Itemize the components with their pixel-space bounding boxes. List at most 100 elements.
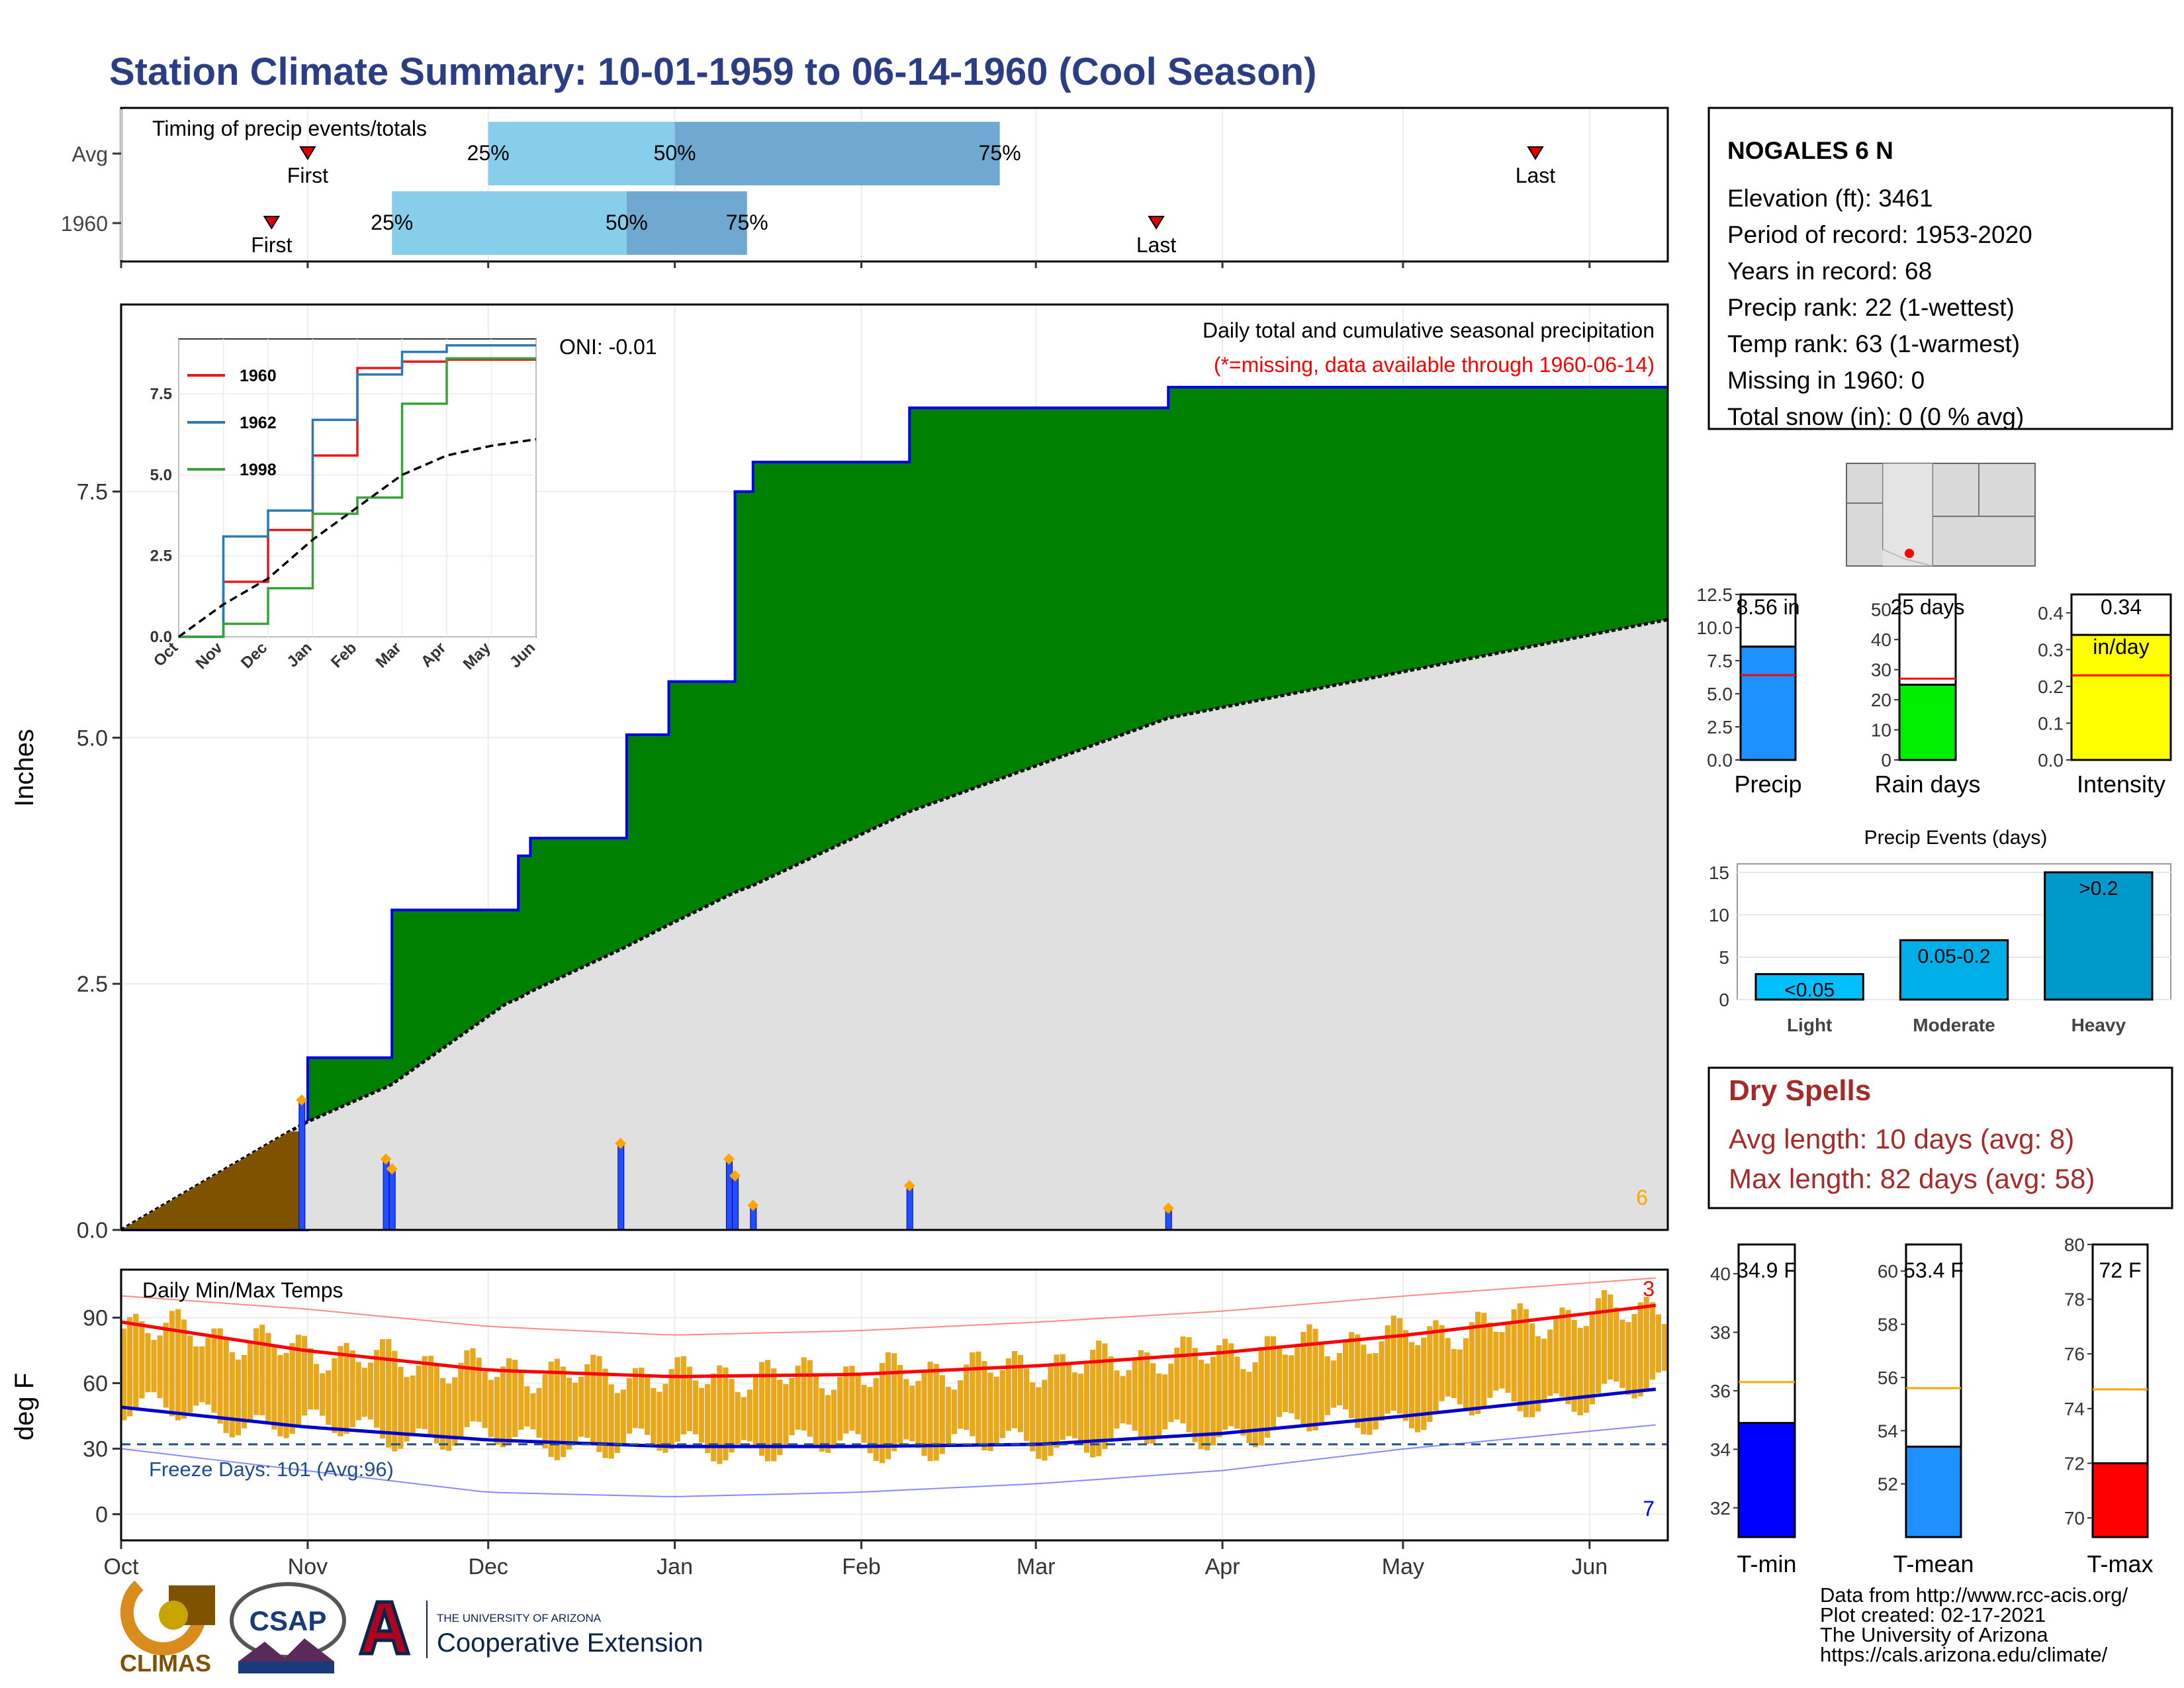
daily-temp-bar: [1096, 1340, 1102, 1456]
daily-temp-bar: [1030, 1382, 1036, 1452]
summary-y-tick: 7.5: [1707, 651, 1733, 671]
daily-temp-bar: [873, 1378, 879, 1462]
summary-y-tick: 20: [1871, 690, 1891, 710]
inset-legend-label: 1998: [240, 461, 277, 479]
daily-temp-bar: [1631, 1314, 1637, 1399]
timing-marker: [1148, 216, 1165, 230]
summary-value-label: 0.34: [2101, 595, 2142, 619]
daily-temp-bar: [211, 1329, 217, 1413]
daily-temp-bar: [205, 1337, 211, 1405]
temp-bar-y-tick: 36: [1710, 1381, 1731, 1401]
temp-panel-title: Daily Min/Max Temps: [142, 1278, 343, 1302]
timing-pct-label: 75%: [726, 211, 768, 234]
daily-temp-bar: [1270, 1336, 1277, 1427]
daily-temp-bar: [470, 1348, 476, 1422]
daily-temp-bar: [903, 1379, 909, 1440]
summary-y-tick: 0.4: [2038, 603, 2064, 624]
summary-y-tick: 12.5: [1697, 585, 1733, 605]
temp-bar-y-tick: 78: [2064, 1289, 2085, 1310]
precip-event-category: Light: [1787, 1015, 1832, 1035]
page-title: Station Climate Summary: 10-01-1959 to 0…: [109, 50, 1316, 93]
temp-bar-y-tick: 72: [2064, 1453, 2085, 1474]
daily-temp-bar: [951, 1389, 958, 1434]
daily-temp-bar: [1390, 1315, 1396, 1411]
daily-temp-bar: [1168, 1364, 1174, 1423]
inset-y-tick: 2.5: [150, 547, 172, 565]
daily-temp-bar: [909, 1385, 915, 1442]
month-tick-label: Nov: [288, 1554, 328, 1579]
average-precip-line: [120, 618, 1668, 1232]
daily-temp-bar: [789, 1378, 795, 1436]
summary-y-tick: 0.2: [2038, 677, 2064, 697]
daily-temp-bar: [999, 1370, 1005, 1438]
daily-temp-bar: [1475, 1311, 1481, 1415]
precip-event-bar: [1754, 973, 1864, 1001]
daily-temp-bar: [524, 1386, 530, 1427]
daily-temp-bar: [1511, 1309, 1517, 1402]
daily-temp-bar: [1608, 1294, 1614, 1380]
daily-temp-bar: [1439, 1325, 1445, 1401]
summary-y-tick: 0.0: [2038, 750, 2064, 771]
temperature-panel: 0 30 60 90 deg F Daily Min/Max Temps Freeze Da…: [10, 1268, 1669, 1542]
csap-logo: CSAP: [230, 1582, 346, 1673]
y-tick-label: 90: [83, 1306, 108, 1331]
credit-line: Data from http://www.rcc-acis.org/: [1820, 1583, 2128, 1607]
daily-temp-bar: [151, 1340, 157, 1393]
daily-temp-bar: [970, 1352, 976, 1436]
ua-extension: Cooperative Extension: [437, 1628, 703, 1658]
events-y-tick: 0: [1719, 990, 1729, 1010]
daily-temp-bar: [747, 1389, 752, 1442]
daily-temp-bar: [175, 1309, 181, 1421]
daily-temp-bar: [1108, 1356, 1114, 1438]
daily-temp-bar: [422, 1356, 428, 1429]
station-location-dot: [1905, 549, 1914, 558]
daily-temp-bar: [1295, 1345, 1300, 1420]
daily-temp-bar: [506, 1358, 512, 1444]
daily-temp-bar: [127, 1317, 133, 1417]
daily-temp-bar: [332, 1358, 338, 1433]
daily-temp-bar: [1077, 1374, 1084, 1445]
daily-temp-bar: [1276, 1345, 1283, 1417]
daily-temp-bar: [1396, 1318, 1402, 1414]
temp-bar-y-tick: 54: [1878, 1421, 1898, 1441]
precip-event-label: <0.05: [1784, 980, 1835, 1002]
daily-temp-bar: [380, 1339, 386, 1439]
daily-temp-bar: [1222, 1338, 1228, 1430]
daily-temp-bar: [271, 1346, 277, 1430]
daily-precip-bar: [906, 1185, 913, 1231]
daily-temp-bar: [993, 1376, 999, 1446]
month-tick-label: Dec: [468, 1554, 508, 1579]
y-tick-label: 2.5: [77, 972, 108, 997]
daily-temp-bar: [1547, 1329, 1553, 1396]
daily-temp-bar: [777, 1380, 783, 1456]
daily-temp-bar: [1083, 1364, 1090, 1453]
avg-max-line: [120, 1303, 1657, 1378]
month-tick-label: Mar: [1017, 1554, 1056, 1579]
daily-temp-bar: [1283, 1354, 1289, 1413]
station-line: Total snow (in): 0 (0 % avg): [1727, 403, 2024, 430]
timing-pct-label: 75%: [979, 141, 1021, 165]
summary-y-tick: 0.0: [1707, 750, 1733, 771]
daily-temp-bar: [964, 1364, 970, 1430]
daily-temp-bar: [1505, 1322, 1511, 1393]
timing-panel: Timing of precip events/totals Avg 25% 50% 7…: [61, 107, 1669, 268]
daily-temp-bar: [927, 1362, 933, 1462]
timing-pct-label: 25%: [371, 211, 413, 234]
timing-row-label: Avg: [71, 142, 108, 166]
daily-temp-bar: [1198, 1360, 1204, 1450]
timing-marker: [263, 216, 281, 230]
daily-temp-bar: [283, 1352, 289, 1438]
station-name: NOGALES 6 N: [1727, 137, 1893, 164]
daily-temp-bar: [223, 1338, 229, 1433]
daily-temp-bar: [349, 1350, 355, 1428]
summary-bar-label: Rain days: [1874, 771, 1980, 798]
missing-note: (*=missing, data available through 1960-…: [1214, 353, 1655, 377]
daily-temp-bar: [458, 1362, 464, 1437]
daily-temp-bar: [632, 1368, 639, 1429]
daily-temp-bar: [921, 1370, 927, 1456]
inset-series-line: [179, 344, 536, 638]
daily-temp-bar: [596, 1356, 602, 1452]
daily-temp-bar: [698, 1387, 705, 1443]
timing-marker-label: First: [287, 164, 328, 187]
